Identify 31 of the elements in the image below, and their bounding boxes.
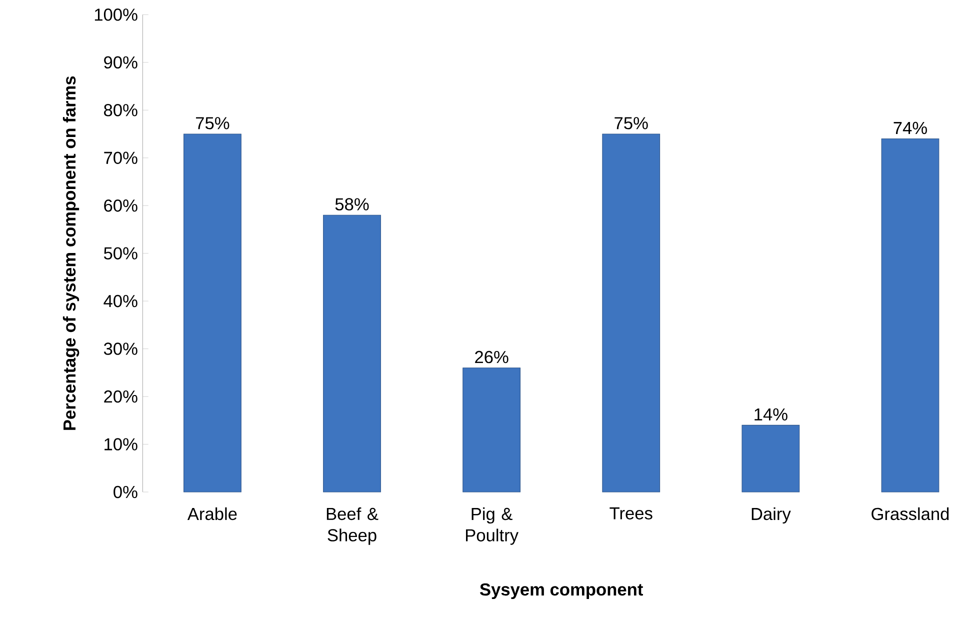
bar	[881, 138, 940, 492]
data-label: 75%	[614, 117, 648, 130]
y-tick-label: 0%	[114, 486, 138, 498]
y-tick-label: 20%	[104, 390, 138, 403]
bar	[602, 134, 660, 492]
x-tick-label: Grassland	[872, 507, 949, 520]
x-axis-title: Sysyem component	[480, 583, 643, 600]
x-tick-label: Beef & Sheep	[326, 507, 378, 545]
bar	[184, 134, 242, 492]
y-axis-title: Percentage of system component on farms	[62, 76, 80, 430]
y-tick-label: 60%	[104, 199, 138, 212]
y-tick-label: 90%	[104, 56, 138, 69]
y-tick-label: 30%	[104, 342, 138, 355]
bar	[742, 424, 800, 492]
x-tick-label: Arable	[187, 507, 237, 520]
data-label: 75%	[196, 117, 230, 130]
y-tick-label: 70%	[104, 152, 138, 164]
bar	[323, 214, 381, 492]
y-tick-label: 10%	[104, 438, 138, 450]
data-label: 74%	[894, 122, 927, 134]
bar	[462, 368, 520, 492]
x-tick-label: Dairy	[752, 507, 791, 524]
data-label: 14%	[754, 408, 788, 420]
y-tick-label: 40%	[104, 294, 138, 308]
data-label: 58%	[335, 198, 369, 210]
y-tick-label: 100%	[94, 8, 138, 21]
y-tick-label: 50%	[104, 247, 138, 260]
x-tick-label: Pig & Poultry	[466, 507, 518, 545]
y-tick-label: 80%	[104, 104, 138, 116]
data-label: 26%	[475, 350, 508, 364]
x-tick-label: Trees	[610, 507, 652, 520]
